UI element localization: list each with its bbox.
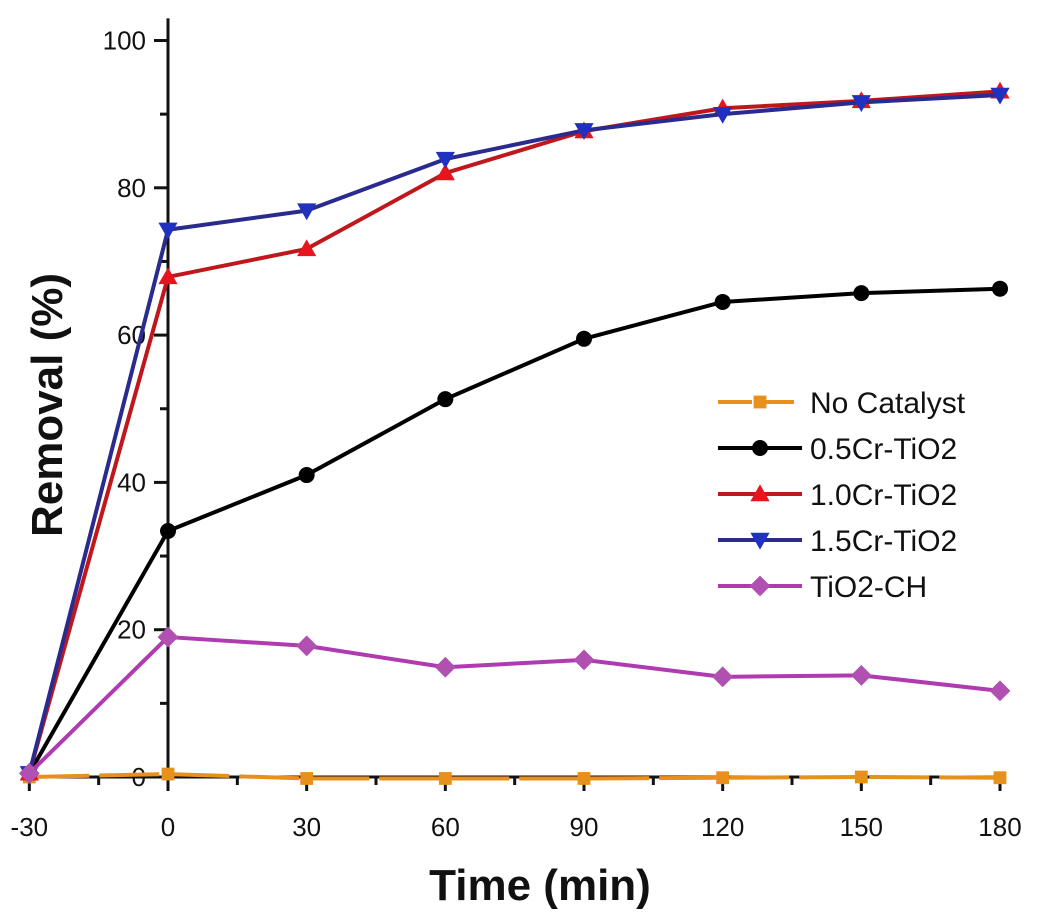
legend-item: No Catalyst — [718, 387, 966, 420]
data-point — [18, 762, 40, 784]
data-point — [298, 467, 315, 484]
data-point — [437, 391, 454, 408]
series-line — [29, 772, 1001, 781]
data-point — [161, 767, 175, 781]
data-point — [438, 772, 452, 785]
x-tick-label: 60 — [431, 812, 460, 842]
legend-item: TiO2-CH — [718, 571, 927, 604]
data-point — [157, 626, 179, 648]
data-point — [992, 280, 1008, 297]
data-point — [574, 123, 594, 140]
x-axis-title: Time (min) — [429, 861, 651, 910]
data-point — [993, 771, 1007, 785]
data-point — [854, 770, 868, 784]
legend-item: 1.5Cr-TiO2 — [718, 525, 957, 558]
y-tick-label: 80 — [117, 173, 146, 203]
series-line — [27, 93, 1001, 774]
x-tick-label: 180 — [978, 812, 1021, 842]
y-tick-label: 40 — [117, 467, 146, 497]
data-point — [297, 239, 317, 257]
data-point — [853, 285, 870, 302]
x-tick-label: 30 — [292, 812, 321, 842]
x-tick-label: 120 — [701, 812, 744, 842]
data-point — [158, 222, 178, 240]
series-line — [27, 89, 1001, 774]
data-point — [576, 330, 592, 347]
legend: No Catalyst 0.5Cr-TiO2 1.0Cr-TiO2 1.5Cr-TiO… — [718, 387, 966, 604]
y-axis-title: Removal (%) — [23, 273, 72, 537]
data-point — [297, 203, 317, 221]
series-line — [27, 635, 1001, 775]
data-point — [158, 267, 178, 285]
series-tio2-ch — [18, 626, 1011, 784]
data-point — [160, 523, 176, 540]
data-point — [573, 649, 595, 671]
x-tick-label: -30 — [11, 812, 49, 842]
legend-marker — [749, 575, 771, 597]
series-line — [27, 286, 1001, 775]
legend-label: TiO2-CH — [810, 571, 927, 604]
legend-marker — [750, 484, 770, 502]
data-point — [713, 106, 733, 124]
legend-marker — [752, 440, 768, 456]
x-tick-label: 150 — [840, 812, 883, 842]
x-tick-label: 0 — [161, 812, 175, 842]
data-point — [434, 656, 456, 678]
y-tick-label: 0 — [132, 762, 146, 792]
y-tick-label: 20 — [117, 615, 146, 645]
data-point — [712, 666, 734, 688]
data-point — [989, 680, 1011, 702]
legend-item: 1.0Cr-TiO2 — [718, 479, 957, 512]
x-tick-label: 90 — [570, 812, 599, 842]
legend-label: No Catalyst — [810, 387, 966, 420]
legend-item: 0.5Cr-TiO2 — [718, 433, 957, 466]
data-point — [296, 635, 318, 657]
legend-label: 1.0Cr-TiO2 — [810, 479, 957, 512]
data-point — [300, 772, 314, 785]
data-point — [716, 771, 730, 785]
data-point — [990, 87, 1010, 105]
data-point — [714, 293, 731, 310]
y-tick-label: 100 — [103, 26, 146, 56]
data-point — [577, 772, 591, 785]
data-point — [850, 664, 872, 686]
legend-label: 0.5Cr-TiO2 — [810, 433, 957, 466]
legend-label: 1.5Cr-TiO2 — [810, 525, 957, 558]
data-point — [851, 95, 871, 112]
legend-marker — [753, 395, 767, 409]
series-lines — [18, 81, 1011, 785]
legend-marker — [750, 532, 770, 550]
series-no-catalyst — [22, 767, 1007, 785]
data-point — [435, 151, 455, 169]
data-point — [435, 163, 455, 181]
